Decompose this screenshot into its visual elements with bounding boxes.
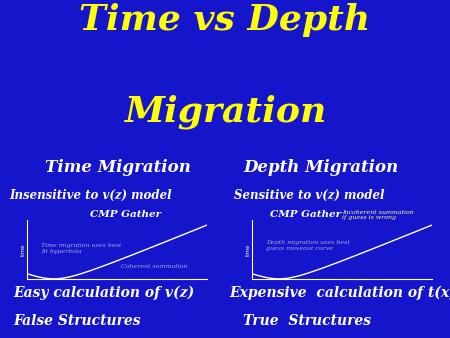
Text: CMP Gather: CMP Gather xyxy=(90,210,161,219)
Text: Incoherent summation
if guess is wrong: Incoherent summation if guess is wrong xyxy=(342,210,414,220)
Text: Time migration uses best
fit hyperbola: Time migration uses best fit hyperbola xyxy=(41,243,122,254)
Text: Time Migration: Time Migration xyxy=(45,159,191,176)
Text: Coherent summation: Coherent summation xyxy=(121,264,187,269)
Text: Easy calculation of v(z): Easy calculation of v(z) xyxy=(14,286,195,300)
Y-axis label: time: time xyxy=(246,243,251,256)
Text: Migration: Migration xyxy=(124,95,326,129)
Text: Sensitive to v(z) model: Sensitive to v(z) model xyxy=(234,189,384,202)
Y-axis label: time: time xyxy=(21,243,26,256)
Text: Insensitive to v(z) model: Insensitive to v(z) model xyxy=(9,189,171,202)
Text: Expensive  calculation of t(x,y,z): Expensive calculation of t(x,y,z) xyxy=(230,286,450,300)
Text: Depth Migration: Depth Migration xyxy=(243,159,398,176)
Text: Time vs Depth: Time vs Depth xyxy=(80,3,370,38)
Text: False Structures: False Structures xyxy=(14,314,141,328)
Text: True  Structures: True Structures xyxy=(243,314,371,328)
Text: Depth migration uses best
guess moveout curve: Depth migration uses best guess moveout … xyxy=(266,240,350,251)
Text: CMP Gather: CMP Gather xyxy=(270,210,341,219)
